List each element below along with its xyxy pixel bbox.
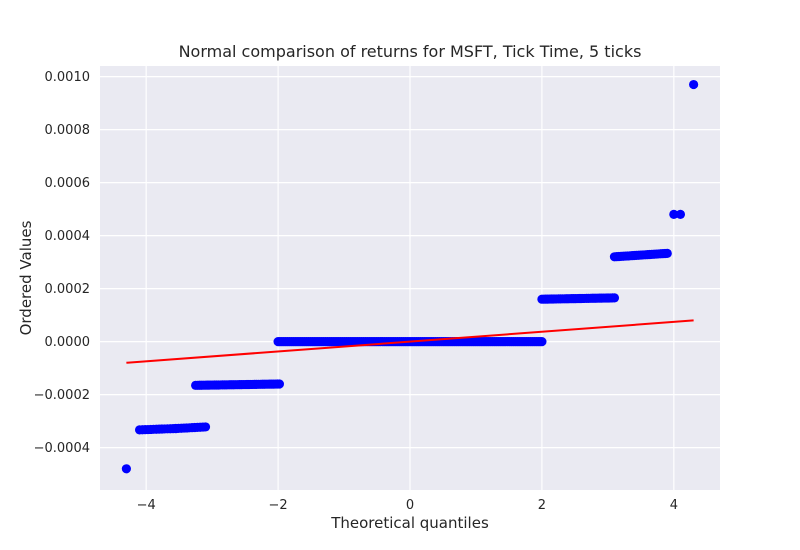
x-tick-label: −4	[137, 498, 156, 513]
x-tick-labels: −4 −2 0 2 4	[137, 498, 678, 513]
data-point	[689, 79, 699, 90]
fit-line	[126, 319, 694, 364]
data-point	[121, 464, 131, 474]
x-tick-label: 2	[538, 498, 546, 513]
y-tick-label: 0.0000	[45, 335, 91, 350]
y-tick-label: 0.0002	[45, 282, 91, 297]
data-point	[669, 209, 679, 219]
y-tick-label: 0.0004	[45, 229, 91, 244]
data-point	[609, 293, 620, 303]
y-tick-label: −0.0002	[34, 388, 90, 403]
y-axis-title: Ordered Values	[17, 220, 35, 335]
y-tick-labels: −0.0004 −0.0002 0.0000 0.0002 0.0004 0.0006 0.…	[34, 70, 90, 456]
fit-line-group	[126, 319, 694, 364]
data-point	[200, 422, 211, 432]
data-point	[662, 248, 672, 258]
grid	[100, 66, 720, 490]
x-tick-label: 4	[670, 498, 678, 513]
y-tick-label: 0.0008	[45, 123, 91, 138]
x-axis-title: Theoretical quantiles	[330, 514, 489, 532]
data-point	[675, 209, 686, 219]
data-point	[274, 379, 285, 389]
y-tick-label: 0.0006	[45, 176, 91, 191]
y-tick-label: −0.0004	[34, 441, 90, 456]
chart-title: Normal comparison of returns for MSFT, T…	[179, 42, 642, 61]
data-point	[537, 337, 547, 347]
y-tick-label: 0.0010	[45, 70, 91, 85]
x-tick-label: −2	[268, 498, 287, 513]
x-tick-label: 0	[406, 498, 414, 513]
